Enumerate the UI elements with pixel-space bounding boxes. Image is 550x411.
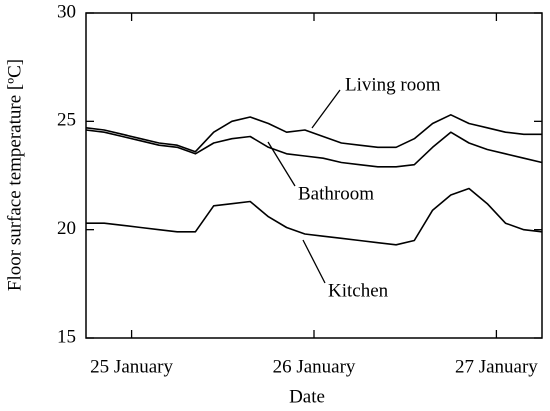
y-tick-label: 20 [57,218,76,239]
y-tick-label: 25 [57,110,76,131]
leader-line [311,89,341,129]
series-line [86,187,543,246]
leader-line [267,141,296,187]
x-tick-label: 27 January [455,356,538,377]
x-tick-label: 26 January [273,356,356,377]
series-label: Living room [345,74,441,95]
plot-frame [85,12,543,339]
x-tick-label: 25 January [90,356,173,377]
y-axis-label: Floor surface temperature [ºC] [4,59,25,291]
series-line [85,114,542,153]
y-tick-label: 30 [57,1,76,22]
series-line [85,129,543,168]
series-label: Bathroom [298,183,374,204]
x-axis-label: Date [289,386,325,407]
y-tick-label: 15 [57,326,76,347]
leader-line [302,239,326,284]
series-label: Kitchen [328,280,389,301]
